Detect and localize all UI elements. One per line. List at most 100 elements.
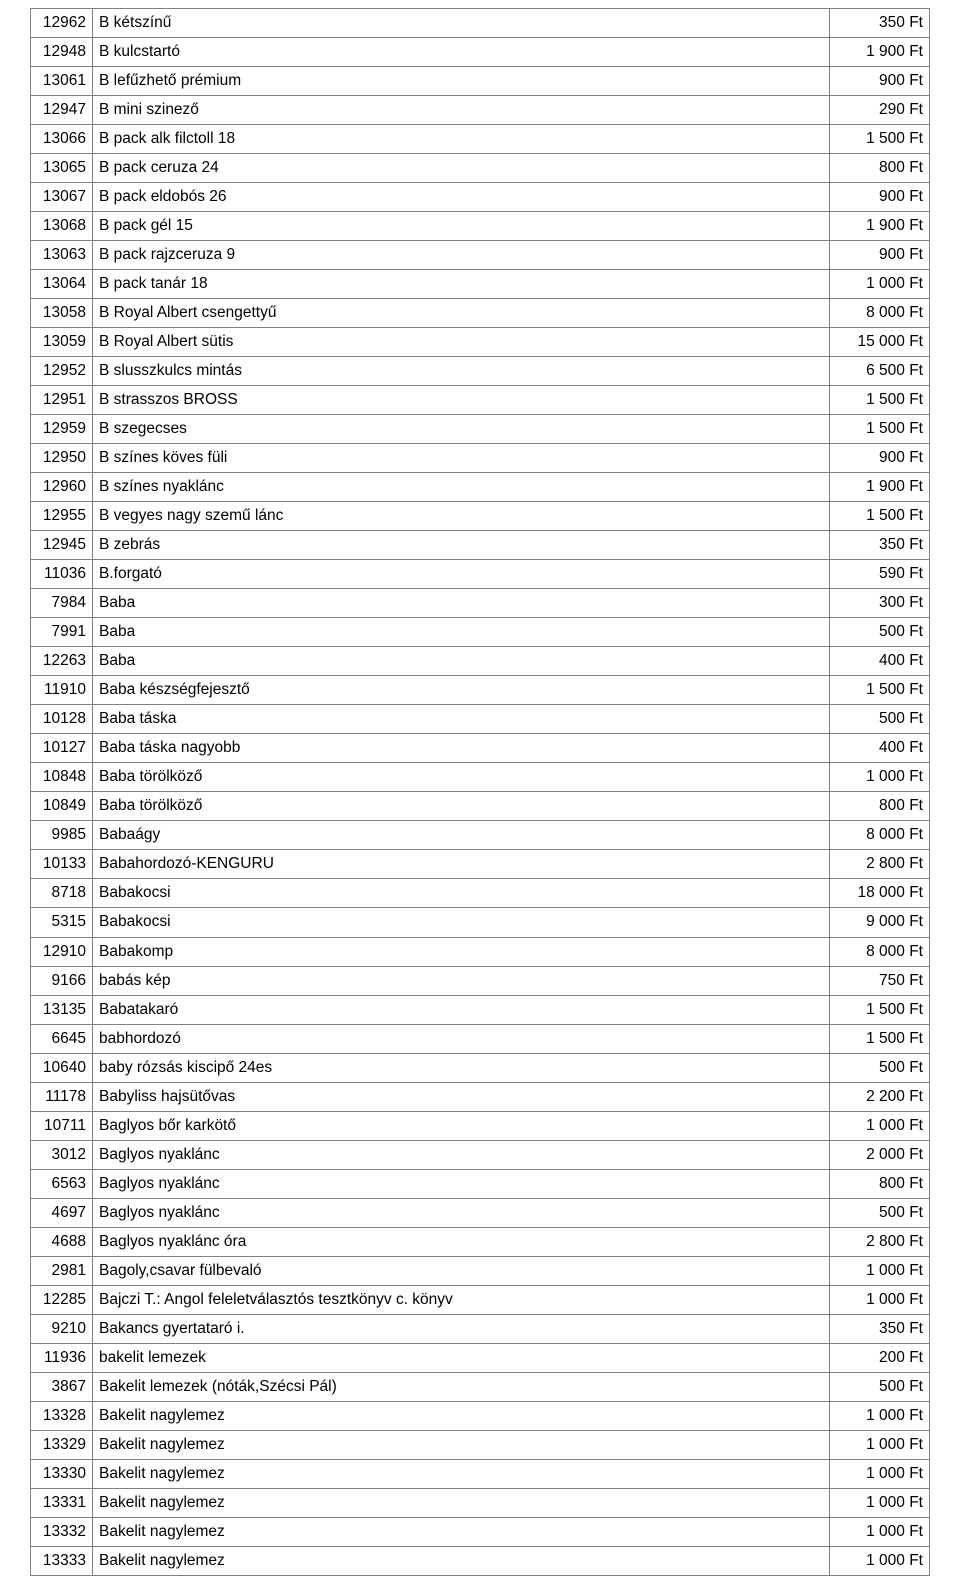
cell-id: 12962 — [31, 9, 93, 38]
cell-id: 11036 — [31, 560, 93, 589]
cell-name: babhordozó — [93, 1024, 830, 1053]
cell-price: 1 500 Ft — [830, 676, 930, 705]
cell-id: 12948 — [31, 38, 93, 67]
table-row: 10127Baba táska nagyobb400 Ft — [31, 734, 930, 763]
cell-name: B pack ceruza 24 — [93, 154, 830, 183]
cell-name: B szegecses — [93, 415, 830, 444]
table-row: 9210Bakancs gyertataró i.350 Ft — [31, 1314, 930, 1343]
cell-price: 1 000 Ft — [830, 1459, 930, 1488]
cell-id: 9166 — [31, 966, 93, 995]
cell-name: B zebrás — [93, 531, 830, 560]
cell-name: Bakelit nagylemez — [93, 1430, 830, 1459]
cell-name: Baglyos nyaklánc — [93, 1198, 830, 1227]
table-row: 12285Bajczi T.: Angol feleletválasztós t… — [31, 1285, 930, 1314]
table-row: 13058B Royal Albert csengettyű8 000 Ft — [31, 299, 930, 328]
cell-price: 750 Ft — [830, 966, 930, 995]
cell-name: B Royal Albert sütis — [93, 328, 830, 357]
cell-price: 800 Ft — [830, 1169, 930, 1198]
cell-id: 13332 — [31, 1517, 93, 1546]
cell-price: 590 Ft — [830, 560, 930, 589]
table-row: 6645babhordozó1 500 Ft — [31, 1024, 930, 1053]
cell-id: 13329 — [31, 1430, 93, 1459]
table-row: 7991Baba500 Ft — [31, 618, 930, 647]
table-row: 13329Bakelit nagylemez1 000 Ft — [31, 1430, 930, 1459]
cell-id: 9210 — [31, 1314, 93, 1343]
cell-price: 350 Ft — [830, 1314, 930, 1343]
cell-id: 12959 — [31, 415, 93, 444]
cell-name: Babakomp — [93, 937, 830, 966]
table-row: 12945B zebrás350 Ft — [31, 531, 930, 560]
cell-name: B.forgató — [93, 560, 830, 589]
cell-name: B kétszínű — [93, 9, 830, 38]
cell-price: 900 Ft — [830, 241, 930, 270]
cell-id: 12910 — [31, 937, 93, 966]
cell-id: 10711 — [31, 1111, 93, 1140]
cell-price: 900 Ft — [830, 444, 930, 473]
table-row: 12948B kulcstartó1 900 Ft — [31, 38, 930, 67]
table-row: 2981Bagoly,csavar fülbevaló1 000 Ft — [31, 1256, 930, 1285]
cell-price: 290 Ft — [830, 96, 930, 125]
table-row: 12962B kétszínű350 Ft — [31, 9, 930, 38]
cell-name: B pack alk filctoll 18 — [93, 125, 830, 154]
table-row: 10128Baba táska500 Ft — [31, 705, 930, 734]
cell-price: 8 000 Ft — [830, 937, 930, 966]
cell-id: 13328 — [31, 1401, 93, 1430]
price-table-body: 12962B kétszínű350 Ft12948B kulcstartó1 … — [31, 9, 930, 1576]
table-row: 13061B lefűzhető prémium900 Ft — [31, 67, 930, 96]
table-row: 3867Bakelit lemezek (nóták,Szécsi Pál)50… — [31, 1372, 930, 1401]
cell-name: Bakelit nagylemez — [93, 1488, 830, 1517]
cell-id: 10849 — [31, 792, 93, 821]
cell-price: 800 Ft — [830, 154, 930, 183]
cell-price: 2 800 Ft — [830, 1227, 930, 1256]
cell-id: 12285 — [31, 1285, 93, 1314]
cell-name: B pack gél 15 — [93, 212, 830, 241]
cell-price: 15 000 Ft — [830, 328, 930, 357]
table-row: 10848Baba törölköző1 000 Ft — [31, 763, 930, 792]
cell-name: B vegyes nagy szemű lánc — [93, 502, 830, 531]
table-row: 12959B szegecses1 500 Ft — [31, 415, 930, 444]
cell-id: 10127 — [31, 734, 93, 763]
cell-name: Bakancs gyertataró i. — [93, 1314, 830, 1343]
cell-name: Bagoly,csavar fülbevaló — [93, 1256, 830, 1285]
table-row: 10640baby rózsás kiscipő 24es500 Ft — [31, 1053, 930, 1082]
cell-price: 1 000 Ft — [830, 763, 930, 792]
cell-price: 400 Ft — [830, 734, 930, 763]
cell-name: B mini szinező — [93, 96, 830, 125]
cell-price: 500 Ft — [830, 1198, 930, 1227]
cell-id: 13059 — [31, 328, 93, 357]
cell-name: Bakelit nagylemez — [93, 1517, 830, 1546]
cell-price: 300 Ft — [830, 589, 930, 618]
cell-id: 7984 — [31, 589, 93, 618]
table-row: 13333Bakelit nagylemez1 000 Ft — [31, 1546, 930, 1575]
cell-name: Bakelit nagylemez — [93, 1459, 830, 1488]
cell-id: 12952 — [31, 357, 93, 386]
cell-name: Baglyos bőr karkötő — [93, 1111, 830, 1140]
cell-id: 6645 — [31, 1024, 93, 1053]
cell-name: Bakelit lemezek (nóták,Szécsi Pál) — [93, 1372, 830, 1401]
cell-name: Baba — [93, 589, 830, 618]
price-table: 12962B kétszínű350 Ft12948B kulcstartó1 … — [30, 8, 930, 1576]
cell-name: Baba — [93, 647, 830, 676]
cell-price: 1 000 Ft — [830, 1401, 930, 1430]
cell-price: 2 200 Ft — [830, 1082, 930, 1111]
table-row: 6563Baglyos nyaklánc800 Ft — [31, 1169, 930, 1198]
cell-id: 10128 — [31, 705, 93, 734]
table-row: 4697Baglyos nyaklánc500 Ft — [31, 1198, 930, 1227]
table-row: 3012Baglyos nyaklánc2 000 Ft — [31, 1140, 930, 1169]
table-row: 13068B pack gél 151 900 Ft — [31, 212, 930, 241]
cell-price: 1 000 Ft — [830, 1111, 930, 1140]
cell-id: 10848 — [31, 763, 93, 792]
cell-id: 3867 — [31, 1372, 93, 1401]
cell-id: 13064 — [31, 270, 93, 299]
cell-price: 500 Ft — [830, 1053, 930, 1082]
cell-name: B kulcstartó — [93, 38, 830, 67]
cell-price: 350 Ft — [830, 9, 930, 38]
table-row: 12910Babakomp8 000 Ft — [31, 937, 930, 966]
cell-price: 1 000 Ft — [830, 1546, 930, 1575]
table-row: 13135Babatakaró1 500 Ft — [31, 995, 930, 1024]
cell-name: Baba — [93, 618, 830, 647]
cell-id: 10133 — [31, 850, 93, 879]
cell-name: Baba törölköző — [93, 792, 830, 821]
cell-id: 11910 — [31, 676, 93, 705]
cell-name: Babaágy — [93, 821, 830, 850]
